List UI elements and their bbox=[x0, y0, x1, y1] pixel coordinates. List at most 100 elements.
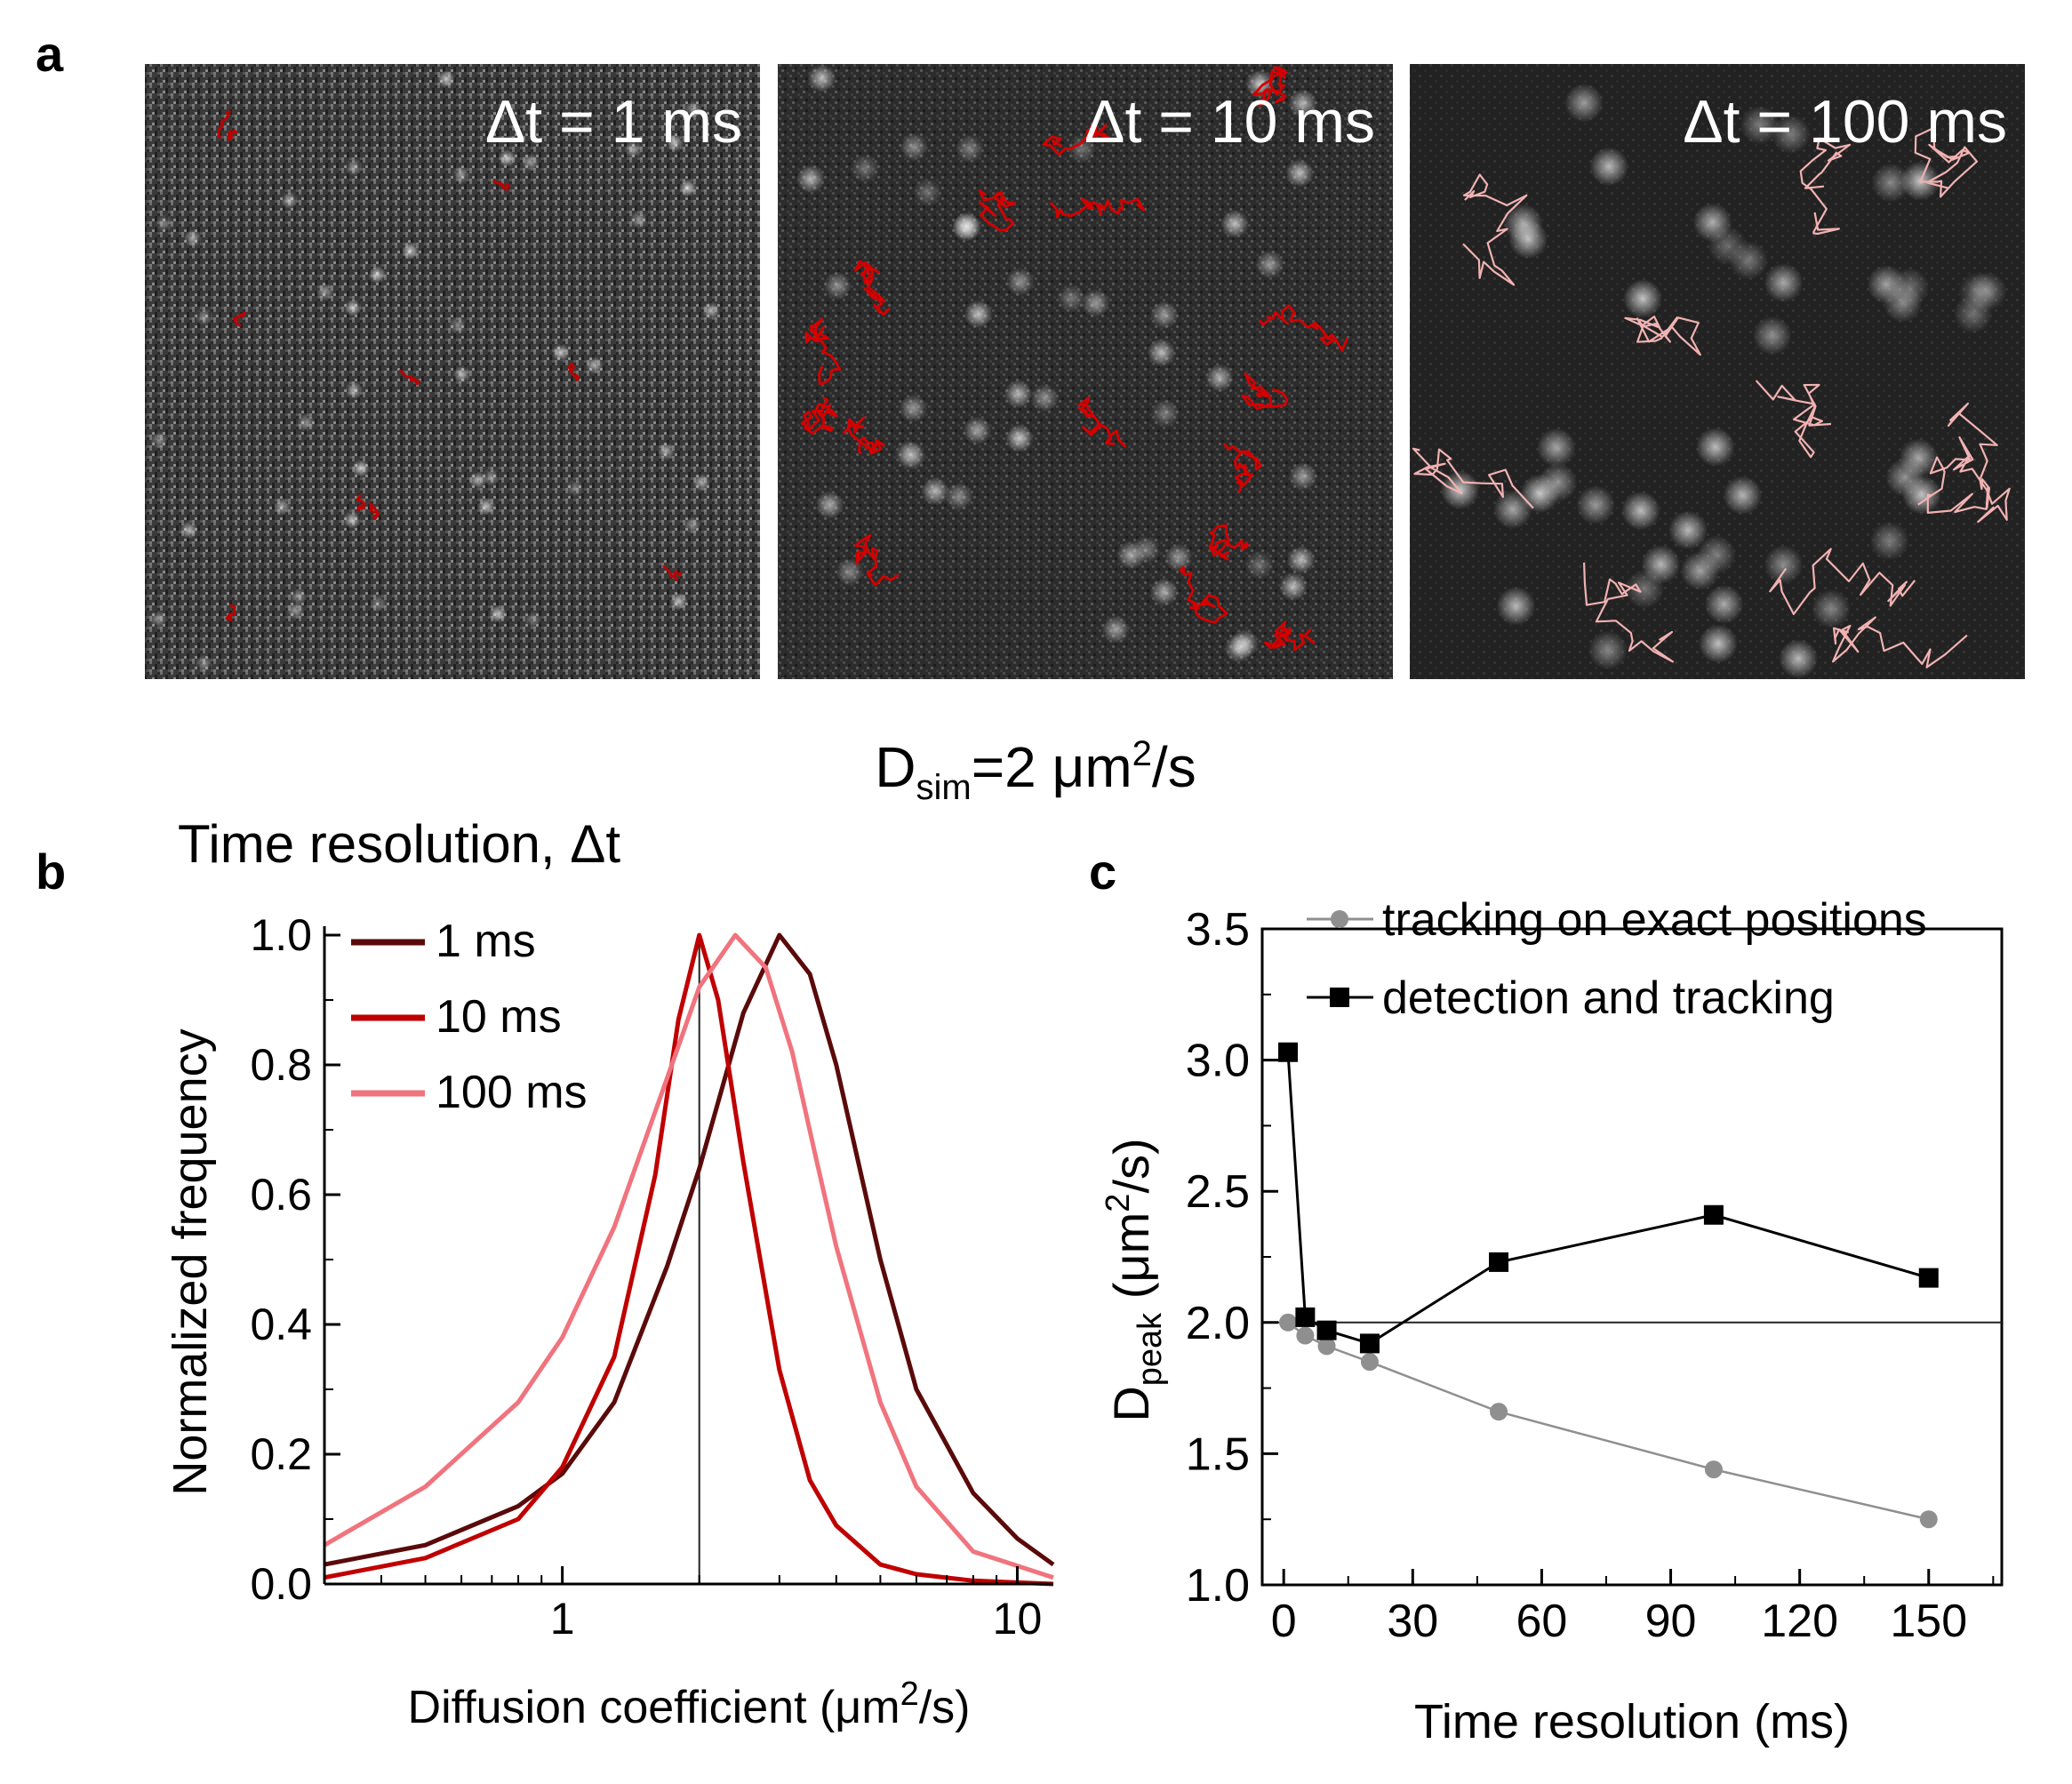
plot-frame bbox=[1260, 927, 2004, 1587]
x-tick-label: 1 bbox=[550, 1594, 575, 1644]
fluorescent-spot bbox=[1288, 461, 1317, 491]
fluorescent-spot bbox=[1729, 240, 1769, 280]
fluorescent-spot bbox=[692, 473, 711, 492]
y-tick-label: 0.0 bbox=[250, 1559, 312, 1609]
fluorescent-spot bbox=[1752, 316, 1792, 356]
fluorescent-spot bbox=[1004, 424, 1034, 453]
particle-track bbox=[1252, 66, 1288, 107]
data-point-square bbox=[1316, 1320, 1337, 1340]
fluorescent-spot bbox=[1779, 639, 1819, 679]
particle-track bbox=[1914, 127, 1979, 198]
fluorescent-spot bbox=[1695, 427, 1735, 467]
fluorescent-spot bbox=[345, 380, 364, 399]
simulation-images: Δt = 1 ms Δt = 10 ms Δt = 100 ms bbox=[145, 64, 2025, 679]
panel-label-b: b bbox=[36, 844, 66, 900]
particle-track bbox=[1917, 402, 1998, 514]
data-point-square bbox=[1359, 1333, 1380, 1354]
particle-track bbox=[842, 416, 885, 455]
fluorescent-spot bbox=[963, 416, 992, 445]
fluorescent-spot bbox=[1068, 134, 1097, 164]
fluorescent-spot bbox=[1867, 265, 1907, 305]
fluorescent-spot bbox=[436, 69, 455, 88]
fluorescent-spot bbox=[524, 611, 542, 629]
fluorescent-spot bbox=[898, 441, 927, 470]
particle-track bbox=[356, 493, 367, 512]
image-background bbox=[145, 64, 760, 679]
fluorescent-spot bbox=[149, 610, 168, 628]
particle-track bbox=[567, 362, 580, 381]
data-point-square bbox=[1278, 1042, 1299, 1062]
particle-track bbox=[1264, 620, 1316, 652]
microscopy-image-1: Δt = 1 ms bbox=[145, 64, 760, 679]
y-axis-label: Dpeak (μm2/s) bbox=[1100, 1138, 1169, 1421]
microscopy-image-2: Δt = 10 ms bbox=[778, 64, 1393, 679]
fluorescent-spot bbox=[1149, 300, 1179, 330]
fluorescent-spot bbox=[476, 497, 495, 516]
fluorescent-spot bbox=[498, 149, 516, 168]
legend-label-2: detection and tracking bbox=[1382, 972, 1835, 1024]
fluorescent-spot bbox=[624, 140, 643, 159]
fluorescent-spot bbox=[1288, 89, 1317, 118]
fluorescent-spot bbox=[551, 343, 570, 362]
fluorescent-spot bbox=[1953, 294, 1993, 334]
particle-track bbox=[1042, 124, 1110, 156]
fluorescent-spot bbox=[289, 587, 308, 605]
fluorescent-spot bbox=[316, 283, 334, 301]
particle-track bbox=[217, 110, 231, 140]
particle-track bbox=[227, 128, 238, 141]
fluorescent-spot bbox=[684, 100, 702, 119]
particle-track bbox=[1258, 304, 1348, 352]
fluorescent-spot bbox=[1723, 476, 1763, 516]
x-tick-label: 30 bbox=[1387, 1596, 1438, 1647]
fluorescent-spot bbox=[1625, 569, 1665, 609]
y-tick-label: 0.8 bbox=[250, 1040, 312, 1090]
fluorescent-spot bbox=[913, 178, 942, 207]
particle-track bbox=[854, 260, 891, 316]
particle-track bbox=[978, 189, 1017, 232]
fluorescent-spot bbox=[1620, 491, 1660, 531]
fluorescent-spot bbox=[368, 266, 387, 284]
fluorescent-spot bbox=[1704, 584, 1744, 624]
fluorescent-spot bbox=[1278, 572, 1308, 601]
microscopy-image-3: Δt = 100 ms bbox=[1410, 64, 2025, 679]
data-point-circle bbox=[1360, 1353, 1379, 1372]
fluorescent-spot bbox=[1869, 521, 1909, 561]
particle-track bbox=[1412, 447, 1534, 509]
particle-track bbox=[398, 369, 421, 386]
fluorescent-spot bbox=[1004, 380, 1033, 409]
fluorescent-spot bbox=[1588, 630, 1628, 670]
data-point-circle bbox=[1296, 1326, 1315, 1345]
image-caption: Δt = 1 ms bbox=[485, 88, 742, 156]
series-line-2 bbox=[324, 932, 1054, 1587]
fluorescent-spot bbox=[701, 301, 720, 320]
fluorescent-spot bbox=[1668, 510, 1708, 550]
fluorescent-spot bbox=[944, 482, 973, 511]
y-tick-label: 0.2 bbox=[250, 1429, 312, 1479]
fluorescent-spot bbox=[807, 64, 836, 93]
particle-track bbox=[1832, 616, 1968, 668]
fluorescent-spot bbox=[343, 299, 362, 317]
y-tick-label: 1.0 bbox=[1186, 1560, 1250, 1612]
x-tick-label: 120 bbox=[1761, 1596, 1838, 1647]
fluorescent-spot bbox=[180, 521, 198, 540]
particle-track bbox=[854, 533, 900, 587]
fluorescent-spot bbox=[1496, 586, 1536, 626]
fluorescent-spot bbox=[1871, 163, 1911, 203]
fluorescent-spot bbox=[448, 316, 467, 334]
fluorescent-spot bbox=[835, 557, 864, 587]
y-tick-label: 2.0 bbox=[1186, 1298, 1250, 1349]
particle-track bbox=[232, 311, 246, 327]
fluorescent-spot bbox=[1764, 545, 1804, 585]
fluorescent-spot bbox=[273, 497, 292, 516]
fluorescent-spot bbox=[280, 191, 299, 210]
y-tick-label: 0.4 bbox=[250, 1300, 312, 1349]
x-axis-label: Diffusion coefficient (μm2/s) bbox=[408, 1676, 971, 1733]
particle-track bbox=[1799, 137, 1851, 236]
y-tick-label: 1.0 bbox=[250, 910, 312, 960]
fluorescent-spot bbox=[1147, 338, 1176, 367]
fluorescent-spot bbox=[629, 211, 648, 229]
chart-c: 0 30 60 90 120 150 1.0 1.5 2.0 2.5 3.0 3.5 tracking … bbox=[1100, 894, 2004, 1748]
series-line-3 bbox=[323, 932, 1054, 1580]
fluorescent-spot bbox=[1284, 158, 1314, 188]
